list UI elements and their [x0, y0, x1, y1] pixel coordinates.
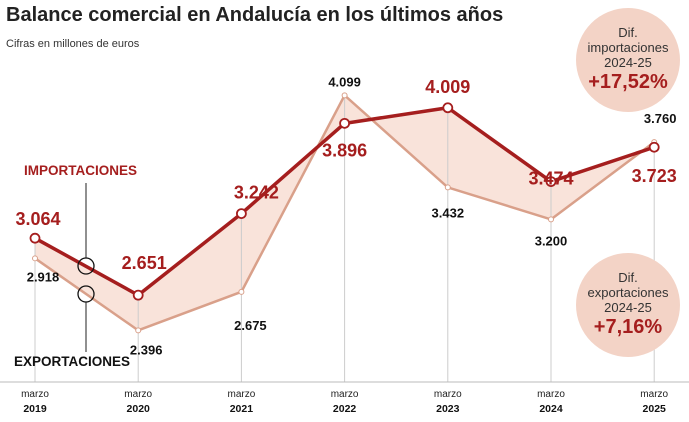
- legend-marker-exportaciones: [77, 285, 95, 303]
- data-point-exportaciones: [32, 255, 38, 262]
- x-tick-label-year: 2019: [23, 403, 47, 415]
- bubble-line: Dif.: [618, 25, 638, 40]
- data-label-exportaciones: 3.200: [535, 233, 568, 248]
- x-tick-label-year: 2023: [436, 403, 460, 415]
- data-point-exportaciones: [548, 216, 554, 223]
- data-label-importaciones: 3.474: [528, 169, 573, 189]
- x-tick-label-month: marzo: [228, 389, 256, 400]
- bubble-value: +17,52%: [588, 71, 668, 93]
- x-tick-label-year: 2021: [230, 403, 254, 415]
- data-point-importaciones: [339, 117, 351, 129]
- bubble-line: Dif.: [618, 270, 638, 285]
- x-tick-label-year: 2025: [643, 403, 667, 415]
- x-tick-label-year: 2022: [333, 403, 357, 415]
- x-tick-label-month: marzo: [21, 389, 49, 400]
- legend-exportaciones: EXPORTACIONES: [14, 354, 131, 369]
- bubble-line: 2024-25: [604, 300, 652, 315]
- chart-subtitle: Cifras en millones de euros: [6, 38, 140, 50]
- data-point-exportaciones: [135, 327, 142, 334]
- x-tick-label-year: 2024: [539, 403, 563, 415]
- x-tick-label-month: marzo: [537, 389, 565, 400]
- x-tick-label-month: marzo: [434, 389, 462, 400]
- data-label-importaciones: 2.651: [122, 253, 167, 273]
- bubble-line: exportaciones: [587, 285, 669, 300]
- data-point-importaciones: [132, 289, 144, 301]
- x-tick-label-month: marzo: [640, 389, 668, 400]
- data-point-importaciones: [29, 232, 41, 244]
- data-point-exportaciones: [341, 92, 348, 99]
- bubble-value: +7,16%: [593, 316, 663, 338]
- data-label-importaciones: 3.723: [632, 166, 677, 186]
- bubble-line: 2024-25: [604, 55, 652, 70]
- data-point-exportaciones: [444, 184, 451, 191]
- chart-title: Balance comercial en Andalucía en los úl…: [6, 4, 504, 26]
- data-label-exportaciones: 2.675: [234, 318, 267, 333]
- legend-importaciones: IMPORTACIONES: [24, 163, 138, 178]
- data-label-importaciones: 4.009: [425, 77, 470, 97]
- area-between-series: [35, 95, 655, 331]
- x-tick-label-year: 2020: [127, 403, 151, 415]
- legend-marker-importaciones: [77, 257, 95, 275]
- data-label-importaciones: 3.896: [322, 140, 367, 160]
- bubble-line: importaciones: [587, 40, 669, 55]
- data-label-exportaciones: 2.396: [130, 342, 163, 357]
- data-label-importaciones: 3.242: [234, 183, 279, 203]
- import-diff-bubble: Dif. importaciones 2024-25 +17,52%: [576, 8, 680, 112]
- data-point-importaciones: [235, 208, 247, 220]
- data-label-exportaciones: 3.760: [644, 111, 677, 126]
- export-diff-bubble: Dif. exportaciones 2024-25 +7,16%: [576, 253, 680, 357]
- data-point-importaciones: [545, 176, 557, 187]
- data-label-exportaciones: 4.099: [328, 74, 361, 89]
- data-point-importaciones: [648, 141, 660, 153]
- data-label-importaciones: 3.064: [15, 209, 60, 229]
- data-label-exportaciones: 3.432: [432, 205, 465, 220]
- x-tick-label-month: marzo: [331, 389, 359, 400]
- data-point-importaciones: [442, 102, 454, 114]
- x-tick-label-month: marzo: [124, 389, 152, 400]
- data-label-exportaciones: 2.918: [27, 269, 60, 284]
- data-point-exportaciones: [238, 288, 245, 295]
